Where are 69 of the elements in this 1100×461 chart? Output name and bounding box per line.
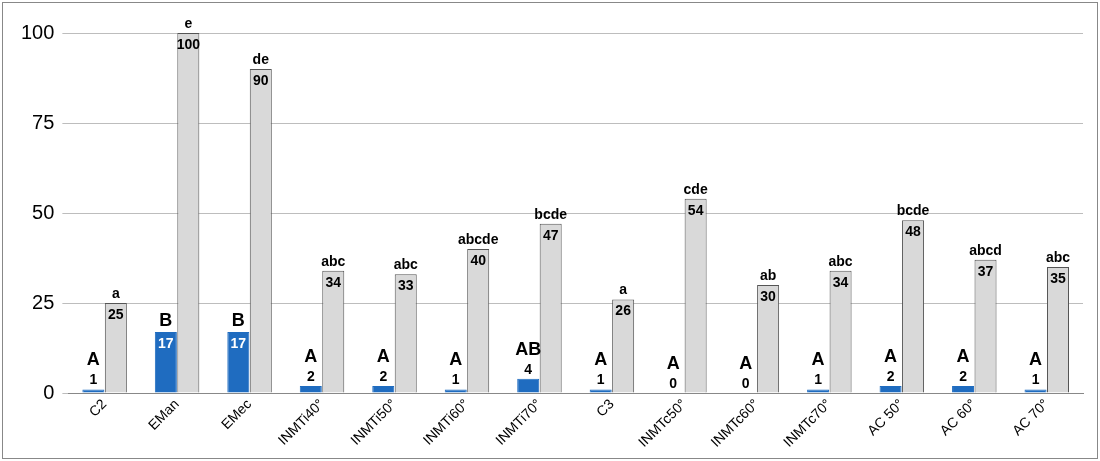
data-label: 17: [230, 334, 247, 351]
x-tick-label: AC 60°: [936, 395, 980, 439]
data-label: 54: [687, 201, 704, 218]
data-label: 17: [158, 334, 174, 351]
annotation: B: [159, 309, 173, 330]
annotation: ab: [759, 266, 777, 283]
annotation: A: [956, 345, 970, 366]
annotation: bcde: [534, 205, 568, 222]
annotation: A: [376, 345, 390, 366]
bar: [227, 331, 250, 393]
data-label: 1: [814, 371, 823, 388]
annotation: A: [86, 349, 100, 370]
annotation: A: [666, 353, 680, 374]
annotation: abcd: [969, 241, 1002, 258]
data-label: 1: [89, 371, 98, 388]
data-label: 30: [760, 287, 777, 304]
annotation: bcde: [896, 202, 930, 219]
bar: [154, 331, 177, 393]
annotation: abc: [393, 256, 419, 273]
data-label: 48: [905, 223, 922, 240]
data-label: 47: [542, 226, 559, 243]
data-label: 100: [176, 35, 201, 52]
y-tick-label: 100: [20, 20, 55, 43]
annotation: A: [594, 349, 608, 370]
annotation: abc: [1045, 248, 1071, 265]
data-label: 1: [596, 371, 605, 388]
data-label: 90: [253, 71, 269, 88]
annotation: abcde: [457, 230, 499, 247]
annotation: abc: [828, 252, 853, 269]
data-label: 4: [524, 360, 533, 377]
annotation: A: [884, 345, 898, 366]
annotation: cde: [683, 180, 708, 197]
data-label: 2: [886, 367, 895, 384]
bar: [517, 378, 540, 393]
y-tick-label: 25: [32, 290, 55, 313]
annotation: de: [252, 50, 270, 67]
x-tick-label: AC 50°: [863, 395, 907, 439]
data-label: 40: [470, 251, 487, 268]
data-label: 1: [451, 371, 460, 388]
annotation: A: [304, 345, 318, 366]
data-label: 25: [108, 305, 124, 322]
x-tick-label: C2: [85, 395, 110, 420]
annotation: A: [811, 349, 825, 370]
annotation: a: [619, 281, 628, 298]
data-label: 0: [741, 374, 750, 391]
data-label: 0: [669, 374, 678, 391]
annotation: A: [449, 349, 463, 370]
data-label: 35: [1050, 269, 1066, 286]
data-label: 2: [379, 367, 388, 384]
data-label: 2: [306, 367, 315, 384]
data-label: 2: [959, 367, 968, 384]
annotation: e: [184, 14, 193, 31]
annotation: A: [739, 353, 753, 374]
data-label: 37: [977, 262, 994, 279]
annotation: B: [231, 309, 245, 330]
annotation: AB: [515, 338, 542, 359]
data-label: 34: [832, 273, 849, 290]
x-tick-label: AC 70°: [1008, 395, 1052, 439]
data-label: 1: [1031, 371, 1040, 388]
y-tick-label: 75: [32, 110, 55, 133]
data-label: 33: [397, 277, 414, 294]
annotation: A: [1029, 349, 1043, 370]
y-tick-label: 50: [32, 200, 55, 223]
x-tick-label: C3: [592, 395, 617, 420]
data-label: 26: [615, 302, 632, 319]
annotation: a: [111, 284, 120, 301]
data-label: 34: [325, 273, 342, 290]
annotation: abc: [321, 252, 346, 269]
y-tick-label: 0: [43, 380, 55, 403]
